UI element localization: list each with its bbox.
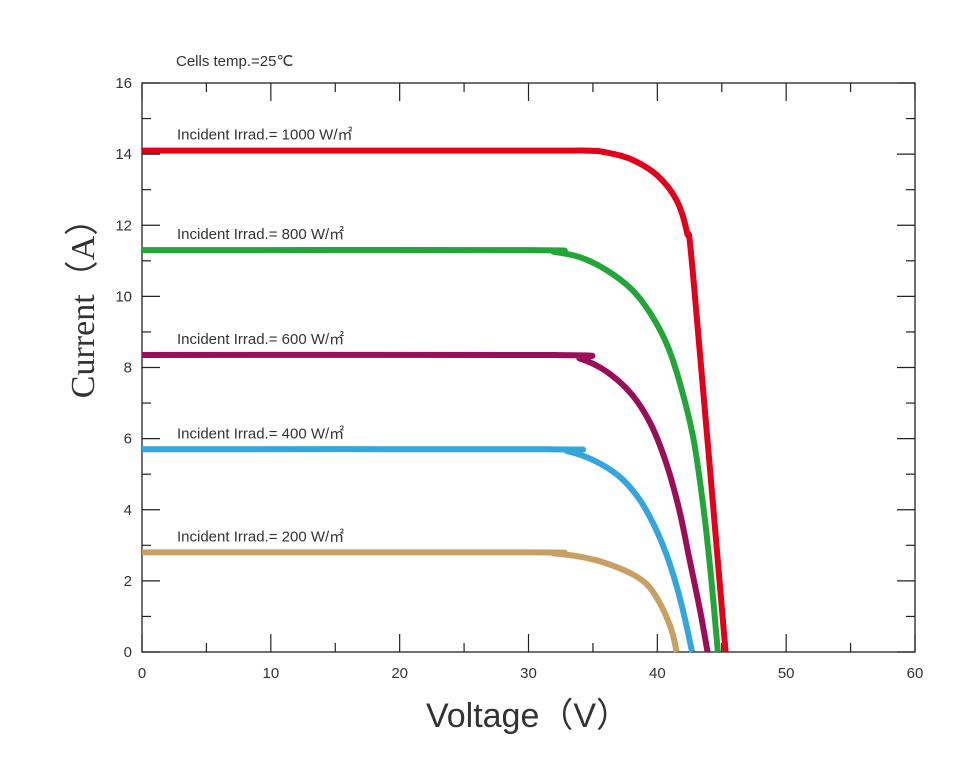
y-tick-label: 0	[124, 644, 132, 661]
y-tick-label: 6	[124, 431, 132, 448]
y-tick-label: 4	[124, 502, 132, 519]
y-tick-label: 8	[124, 360, 132, 377]
x-tick-label: 30	[520, 665, 537, 682]
y-tick-label: 16	[115, 75, 132, 92]
series-group	[141, 147, 729, 653]
y-axis-label: Current（A）	[64, 202, 102, 398]
x-tick-label: 20	[391, 665, 408, 682]
x-tick-label: 10	[262, 665, 279, 682]
series-line	[141, 549, 680, 653]
y-tick-label: 12	[115, 217, 132, 234]
cells-temp-note: Cells temp.=25℃	[176, 53, 293, 70]
x-tick-label: 0	[138, 665, 146, 682]
x-tick-label: 50	[778, 665, 795, 682]
series-label: Incident Irrad.= 600 W/㎡	[177, 331, 344, 348]
series-line	[141, 351, 711, 653]
series-label: Incident Irrad.= 1000 W/㎡	[177, 127, 353, 144]
ticks-group: 0 10 20 30 40 50 60 0 2 4 6 8 10 12 14 16	[115, 75, 923, 682]
plot-frame-group	[141, 82, 916, 653]
y-tick-label: 10	[115, 288, 132, 305]
series-label: Incident Irrad.= 400 W/㎡	[177, 425, 344, 442]
y-tick-label: 2	[124, 573, 132, 590]
x-tick-label: 40	[649, 665, 666, 682]
plot-frame	[141, 82, 916, 653]
y-tick-label: 14	[115, 146, 132, 163]
series-line	[141, 446, 696, 653]
series-line	[141, 247, 721, 653]
series-label: Incident Irrad.= 800 W/㎡	[177, 226, 344, 243]
x-axis-label: Voltage（V）	[426, 697, 630, 735]
labels-group: Incident Irrad.= 1000 W/㎡ Incident Irrad.…	[177, 127, 353, 546]
x-tick-label: 60	[907, 665, 924, 682]
series-line	[141, 147, 729, 653]
series-label: Incident Irrad.= 200 W/㎡	[177, 528, 344, 545]
